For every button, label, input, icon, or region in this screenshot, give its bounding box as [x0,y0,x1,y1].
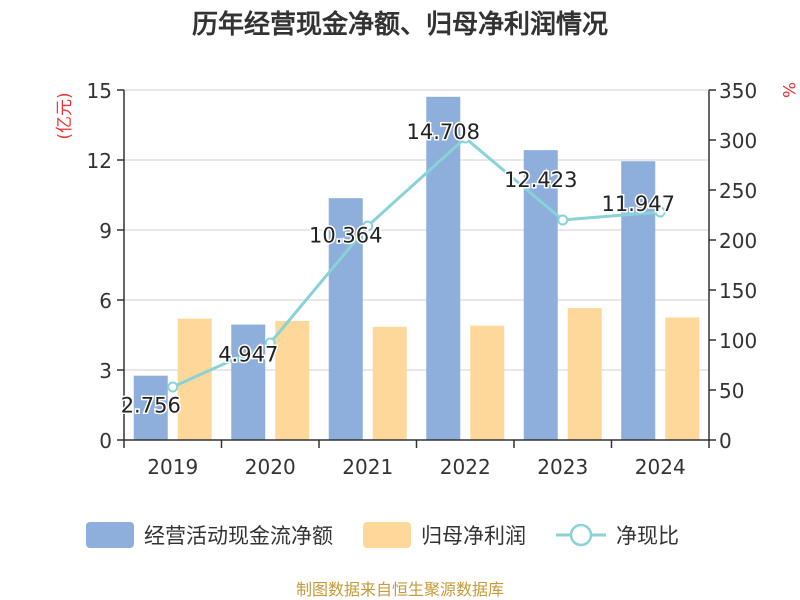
legend: 经营活动现金流净额 归母净利润 净现比 [86,522,679,548]
right-tick-label: 50 [719,379,744,403]
source-note: 制图数据来自恒生聚源数据库 [295,580,504,599]
x-tick-label: 2024 [635,455,686,479]
bar-cashflow [621,161,656,440]
bar-netprofit [567,308,602,440]
bars [133,96,700,441]
bar-cashflow [523,150,558,440]
ratio-point [654,206,666,218]
right-tick-label: 100 [719,329,757,353]
legend-label: 归母净利润 [421,524,526,548]
right-tick-label: 300 [719,129,757,153]
right-tick-label: 150 [719,279,757,303]
right-tick-label: 0 [719,429,732,453]
left-tick-label: 15 [87,79,112,103]
left-tick-label: 12 [87,149,112,173]
cashflow-value-label: 10.364 [309,223,382,247]
legend-marker [569,523,593,547]
x-tick-label: 2020 [245,455,296,479]
ratio-line [167,132,666,393]
left-tick-label: 0 [99,429,112,453]
cashflow-value-label: 14.708 [407,120,480,144]
legend-label: 净现比 [616,524,679,548]
x-tick-label: 2022 [440,455,491,479]
left-axis-title: (亿元) [55,92,75,139]
ratio-point [264,337,276,349]
cashflow-value-label: 12.423 [504,168,577,192]
right-tick-label: 350 [719,79,757,103]
ratio-line-path [172,136,661,389]
ratio-point [459,132,471,144]
ratio-point [167,381,179,393]
left-tick-label: 9 [99,219,112,243]
cashflow-value-label: 11.947 [602,192,675,216]
legend-swatch [363,522,411,548]
x-tick-label: 2019 [147,455,198,479]
legend-label: 经营活动现金流净额 [144,524,333,548]
bar-netprofit [275,321,310,440]
bar-cashflow [133,375,168,440]
bar-cashflow [426,96,461,441]
bar-cashflow [231,324,266,440]
legend-swatch [86,522,134,548]
cashflow-value-label: 2.756 [121,394,181,418]
bar-netprofit [470,325,505,440]
bar-netprofit [665,317,700,440]
ratio-point [362,220,374,232]
left-tick-label: 3 [99,359,112,383]
x-tick-label: 2021 [342,455,393,479]
x-tick-label: 2023 [537,455,588,479]
bar-netprofit [177,318,212,440]
right-axis-title: % [778,82,798,98]
data-labels: 2.756 4.947 10.364 14.708 12.423 11.947 [119,119,676,419]
ratio-point [557,214,569,226]
right-tick-label: 250 [719,179,757,203]
bar-netprofit [372,326,407,440]
chart-title: 历年经营现金净额、归母净利润情况 [191,10,608,40]
left-tick-label: 6 [99,289,112,313]
cashflow-value-label: 4.947 [218,342,278,366]
right-tick-label: 200 [719,229,757,253]
grid-lines [124,89,709,371]
